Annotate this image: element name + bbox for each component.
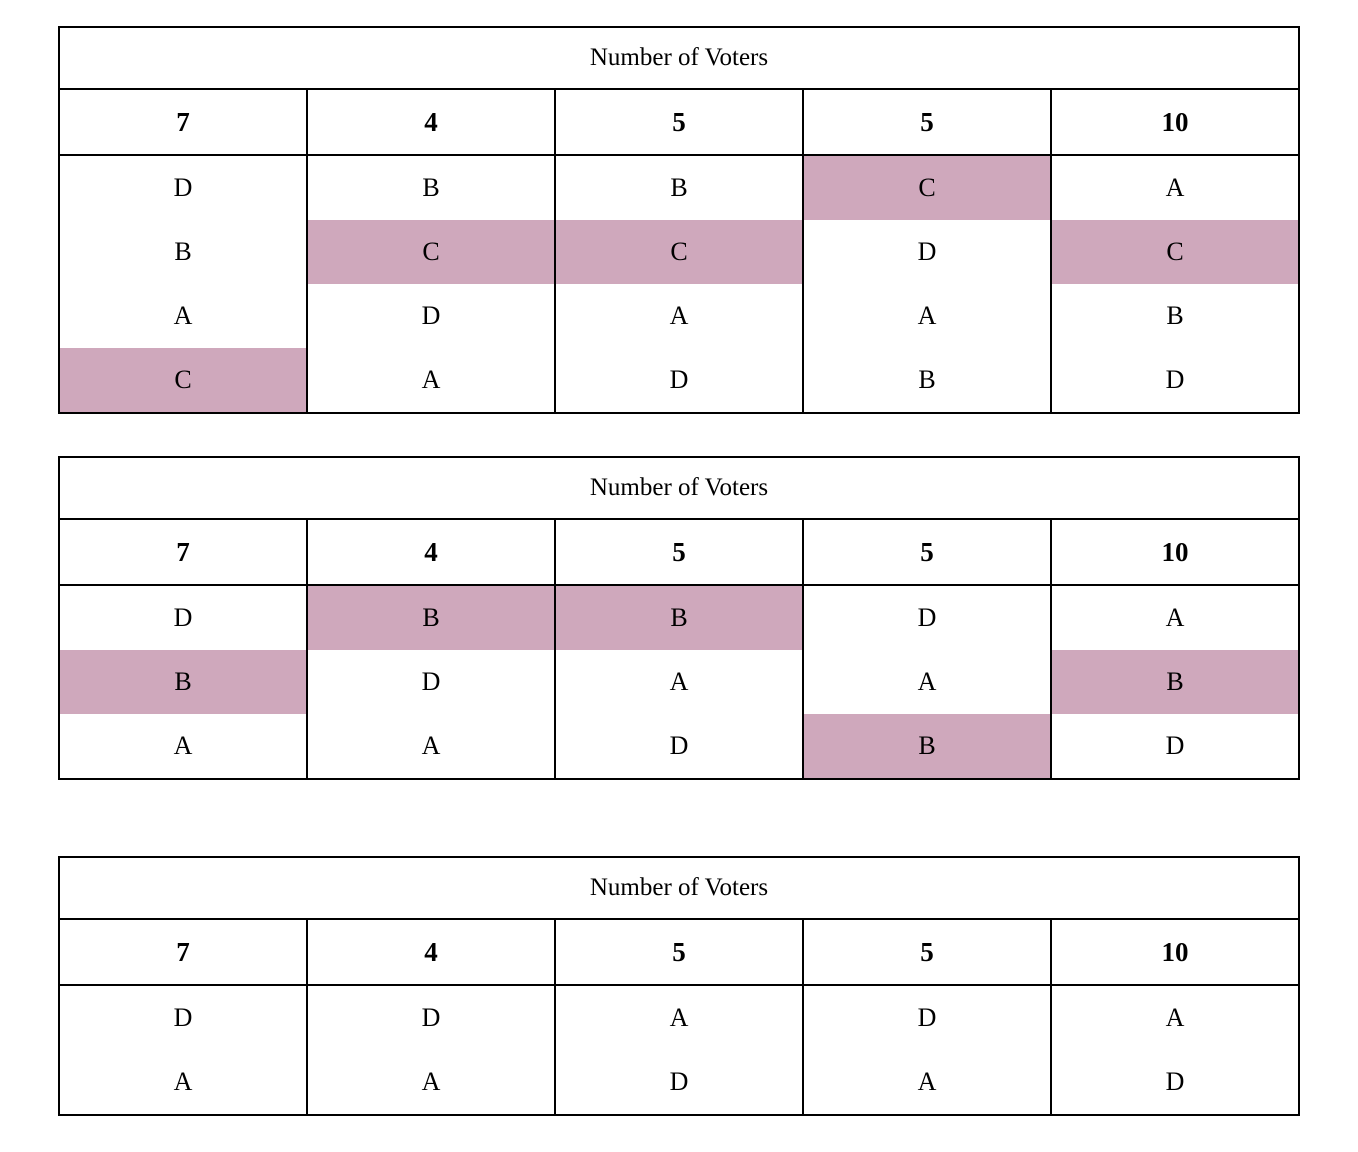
candidate-cell: B	[1050, 650, 1300, 714]
candidate-cell: B	[306, 155, 556, 220]
candidate-cell: A	[802, 284, 1052, 348]
candidate-cell: A	[554, 284, 804, 348]
rank-row: D D A D A	[58, 985, 1300, 1050]
candidate-cell: B	[58, 220, 308, 284]
candidate-cell: A	[1050, 985, 1300, 1050]
voter-count: 4	[306, 88, 556, 156]
candidate-cell: A	[1050, 585, 1300, 650]
rank-row: A A D B D	[58, 714, 1300, 780]
voter-count: 10	[1050, 518, 1300, 586]
voter-count: 7	[58, 518, 308, 586]
voter-count: 10	[1050, 88, 1300, 156]
candidate-cell: D	[1050, 1050, 1300, 1116]
candidate-cell: D	[58, 585, 308, 650]
candidate-cell: D	[554, 714, 804, 780]
candidate-cell: C	[802, 155, 1052, 220]
candidate-cell: B	[1050, 284, 1300, 348]
rank-row: D B B D A	[58, 585, 1300, 650]
candidate-cell: A	[554, 650, 804, 714]
candidate-cell: A	[58, 714, 308, 780]
candidate-cell: C	[1050, 220, 1300, 284]
candidate-cell: D	[58, 985, 308, 1050]
voter-preference-table-2: Number of Voters 7 4 5 5 10 D B B D A B …	[58, 456, 1300, 780]
table-title: Number of Voters	[58, 856, 1300, 920]
candidate-cell: B	[58, 650, 308, 714]
voter-count: 10	[1050, 918, 1300, 986]
candidate-cell: B	[802, 714, 1052, 780]
candidate-cell: B	[802, 348, 1052, 414]
voter-preference-table-1: Number of Voters 7 4 5 5 10 D B B C A B …	[58, 26, 1300, 414]
rank-row: B C C D C	[58, 220, 1300, 284]
rank-row: B D A A B	[58, 650, 1300, 714]
rank-row: C A D B D	[58, 348, 1300, 414]
candidate-cell: D	[306, 284, 556, 348]
candidate-cell: D	[802, 220, 1052, 284]
candidate-cell: C	[554, 220, 804, 284]
candidate-cell: D	[802, 585, 1052, 650]
candidate-cell: C	[306, 220, 556, 284]
voter-count: 7	[58, 88, 308, 156]
candidate-cell: A	[306, 1050, 556, 1116]
candidate-cell: D	[306, 650, 556, 714]
candidate-cell: A	[306, 348, 556, 414]
voter-preference-table-3: Number of Voters 7 4 5 5 10 D D A D A A …	[58, 856, 1300, 1116]
candidate-cell: D	[1050, 348, 1300, 414]
voter-count: 5	[802, 518, 1052, 586]
candidate-cell: D	[802, 985, 1052, 1050]
candidate-cell: D	[58, 155, 308, 220]
rank-row: D B B C A	[58, 155, 1300, 220]
table-title: Number of Voters	[58, 26, 1300, 90]
candidate-cell: B	[554, 585, 804, 650]
candidate-cell: B	[554, 155, 804, 220]
candidate-cell: D	[306, 985, 556, 1050]
candidate-cell: A	[306, 714, 556, 780]
candidate-cell: D	[554, 1050, 804, 1116]
rank-row: A A D A D	[58, 1050, 1300, 1116]
rank-row: A D A A B	[58, 284, 1300, 348]
voter-count: 5	[554, 518, 804, 586]
voter-count: 4	[306, 518, 556, 586]
candidate-cell: B	[306, 585, 556, 650]
voter-count: 5	[802, 918, 1052, 986]
candidate-cell: A	[554, 985, 804, 1050]
voter-count: 5	[554, 918, 804, 986]
candidate-cell: D	[1050, 714, 1300, 780]
candidate-cell: A	[58, 1050, 308, 1116]
candidate-cell: C	[58, 348, 308, 414]
table-title: Number of Voters	[58, 456, 1300, 520]
candidate-cell: A	[1050, 155, 1300, 220]
voter-count: 5	[554, 88, 804, 156]
voter-count: 5	[802, 88, 1052, 156]
voter-count: 4	[306, 918, 556, 986]
candidate-cell: A	[58, 284, 308, 348]
candidate-cell: A	[802, 1050, 1052, 1116]
candidate-cell: D	[554, 348, 804, 414]
voter-count: 7	[58, 918, 308, 986]
candidate-cell: A	[802, 650, 1052, 714]
